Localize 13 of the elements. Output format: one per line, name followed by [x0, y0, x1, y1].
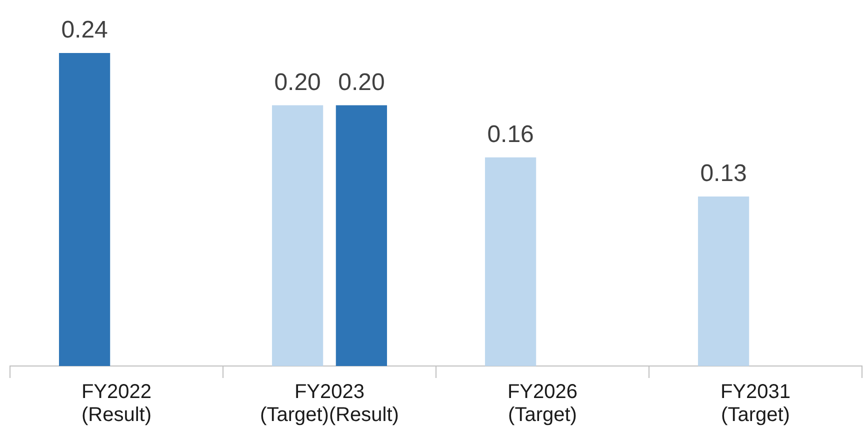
data-label: 0.16	[487, 120, 534, 148]
x-tick-label: FY2022 (Result)	[81, 381, 152, 426]
data-label: 0.20	[338, 68, 385, 96]
data-label: 0.24	[61, 16, 108, 44]
bar	[272, 105, 324, 366]
x-tick-label: FY2031 (Target)	[720, 381, 791, 426]
x-tick-label: FY2026 (Target)	[507, 381, 578, 426]
bar	[336, 105, 388, 366]
x-tick-label: FY2023 (Target)(Result)	[260, 381, 399, 426]
bar	[484, 157, 536, 366]
bar	[698, 196, 750, 366]
data-label: 0.13	[700, 160, 747, 188]
data-label: 0.20	[274, 68, 321, 96]
